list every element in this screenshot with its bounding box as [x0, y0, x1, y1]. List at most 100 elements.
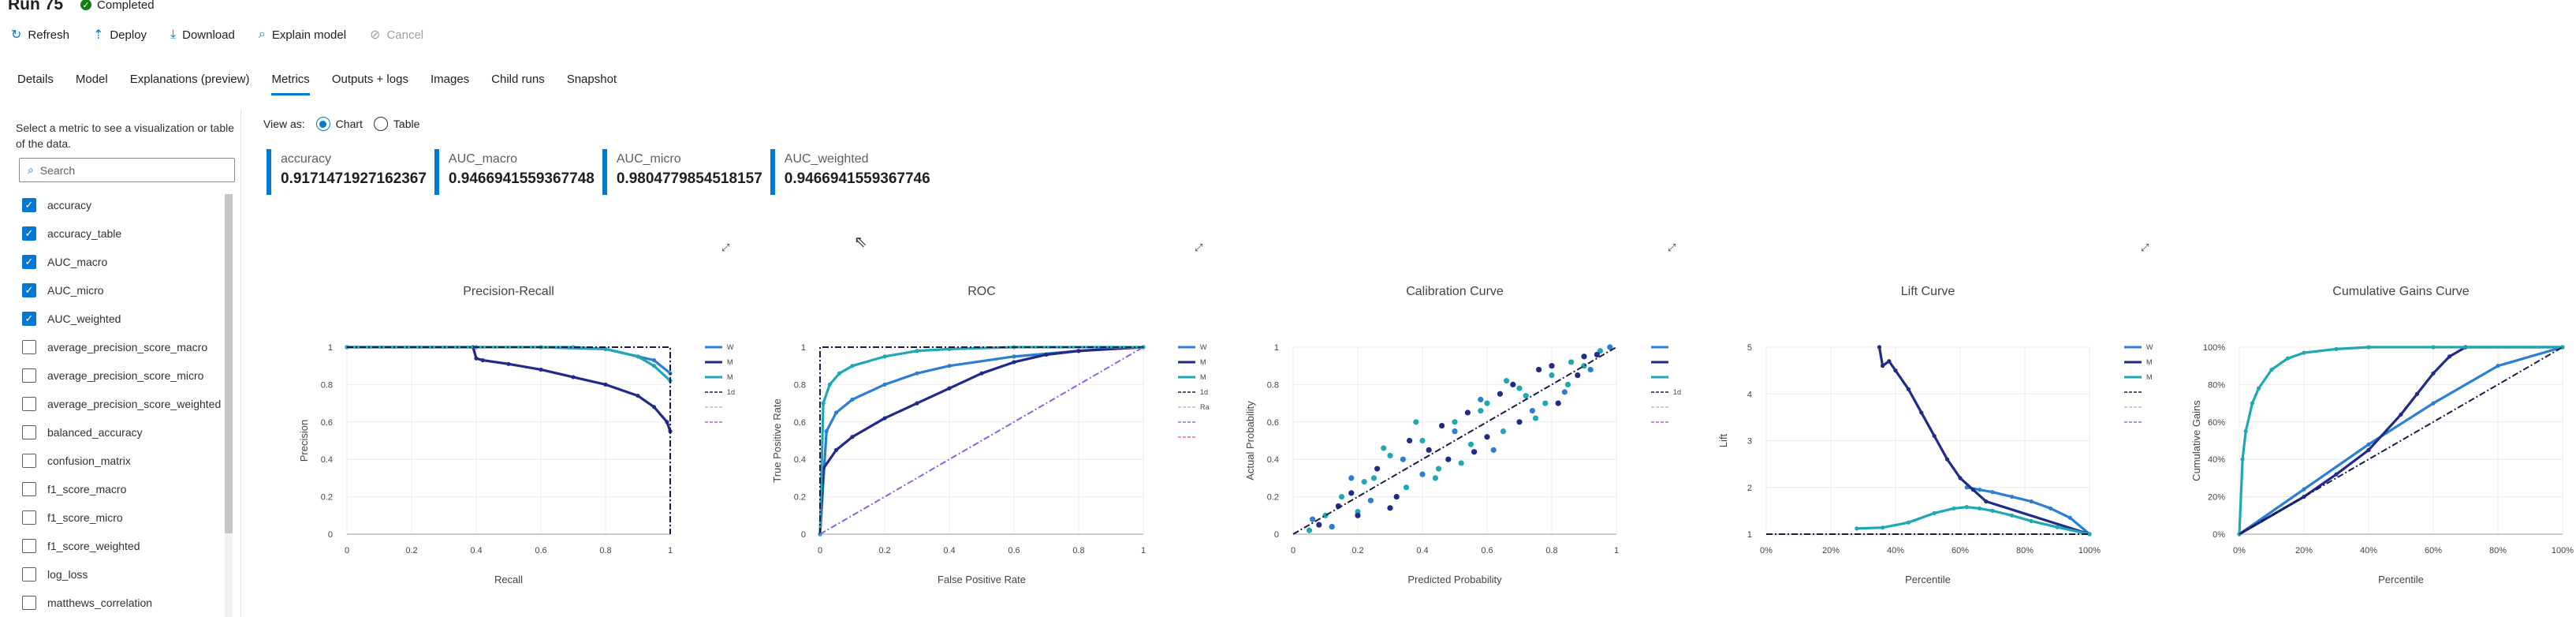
explain-model-button[interactable]: ⌕ Explain model — [259, 27, 346, 43]
data-point — [1549, 372, 1555, 379]
data-point — [1355, 512, 1361, 518]
series-marker — [651, 405, 657, 409]
metric-item[interactable]: balanced_accuracy — [22, 418, 226, 447]
series-marker — [651, 357, 657, 363]
checkbox-empty-icon[interactable] — [22, 425, 36, 439]
metric-item[interactable]: ✓ AUC_micro — [22, 276, 226, 305]
checkbox-checked-icon[interactable]: ✓ — [22, 198, 36, 212]
expand-icon[interactable]: ⤢ — [721, 241, 729, 253]
tab-outputs-logs[interactable]: Outputs + logs — [331, 73, 408, 86]
checkbox-empty-icon[interactable] — [22, 596, 36, 610]
series-marker — [2243, 429, 2248, 434]
metric-item[interactable]: ✓ accuracy — [22, 191, 226, 219]
checkbox-empty-icon[interactable] — [22, 397, 36, 411]
expand-icon[interactable]: ⤢ — [1668, 241, 1676, 253]
checkbox-checked-icon[interactable]: ✓ — [22, 255, 36, 269]
metric-item[interactable]: f1_score_micro — [22, 503, 226, 532]
y-tick-label: 0 — [1274, 530, 1279, 540]
checkbox-checked-icon[interactable]: ✓ — [22, 226, 36, 241]
scrollbar-thumb[interactable] — [225, 194, 233, 533]
download-button[interactable]: ⤓ Download — [170, 27, 235, 43]
series-marker — [2496, 364, 2500, 368]
x-tick-label: 100% — [2078, 546, 2101, 555]
metric-search-input[interactable]: ⌕ Search — [19, 158, 235, 182]
series-marker — [1964, 505, 1969, 510]
series-marker — [947, 364, 952, 368]
data-point — [1504, 378, 1510, 384]
checkbox-empty-icon[interactable] — [22, 539, 36, 553]
series-marker — [1893, 368, 1898, 373]
metric-label: AUC_macro — [47, 256, 108, 268]
tab-child-runs[interactable]: Child runs — [491, 73, 545, 86]
legend-label: M — [2146, 358, 2153, 366]
sidebar-scrollbar[interactable] — [225, 194, 233, 617]
metric-item[interactable]: average_precision_score_macro — [22, 333, 226, 361]
metric-item[interactable]: f1_score_weighted — [22, 532, 226, 560]
series-marker — [1932, 510, 1937, 515]
metric-item[interactable]: f1_score_macro — [22, 475, 226, 503]
x-tick-label: 60% — [2425, 546, 2442, 555]
y-tick-label: 0.6 — [321, 418, 333, 428]
series-line — [2238, 346, 2563, 535]
y-tick-label: 0.6 — [794, 418, 806, 428]
tab-explanations-preview[interactable]: Explanations (preview) — [129, 73, 250, 86]
metric-item[interactable]: ✓ AUC_macro — [22, 248, 226, 276]
y-tick-label: 60% — [2208, 418, 2225, 428]
card-value: 0.9171471927162367 — [281, 170, 427, 187]
run-header: Run 75 ✓ Completed — [8, 0, 155, 14]
checkbox-empty-icon[interactable] — [22, 567, 36, 581]
series-marker — [2366, 345, 2371, 350]
tab-model[interactable]: Model — [75, 73, 108, 86]
metric-label: AUC_micro — [47, 284, 104, 297]
view-chart-radio[interactable]: Chart — [315, 117, 363, 131]
metric-item[interactable]: ✓ AUC_weighted — [22, 305, 226, 333]
cancel-button[interactable]: ⊘ Cancel — [370, 27, 423, 43]
data-point — [1484, 434, 1490, 440]
series-marker — [2431, 345, 2436, 350]
y-tick-label: 0.8 — [321, 380, 333, 390]
refresh-button[interactable]: ↻ Refresh — [11, 27, 69, 43]
checkbox-checked-icon[interactable]: ✓ — [22, 283, 36, 297]
tab-metrics[interactable]: Metrics — [271, 68, 311, 95]
checkmark-icon: ✓ — [80, 0, 92, 10]
series-marker — [2414, 391, 2420, 396]
checkbox-empty-icon[interactable] — [22, 454, 36, 468]
checkbox-checked-icon[interactable]: ✓ — [22, 312, 36, 326]
metric-item[interactable]: confusion_matrix — [22, 447, 226, 475]
metric-item[interactable]: log_loss — [22, 560, 226, 589]
x-tick-label: 0.8 — [1072, 546, 1084, 555]
expand-icon[interactable]: ⤢ — [1195, 241, 1202, 253]
data-point — [1536, 366, 1542, 373]
metric-item[interactable]: average_precision_score_micro — [22, 361, 226, 390]
legend-label: 1d — [1673, 388, 1681, 396]
metric-item[interactable]: ✓ accuracy_table — [22, 219, 226, 248]
x-tick-label: 0.2 — [878, 546, 890, 555]
metric-label: confusion_matrix — [47, 454, 131, 467]
tab-details[interactable]: Details — [17, 73, 54, 86]
tab-images[interactable]: Images — [430, 73, 470, 86]
x-tick-label: 0 — [1291, 546, 1295, 555]
data-point — [1387, 505, 1393, 511]
series-marker — [1906, 387, 1911, 391]
expand-icon[interactable]: ⤢ — [2141, 241, 2149, 253]
series-marker — [2399, 412, 2403, 417]
checkbox-empty-icon[interactable] — [22, 482, 36, 496]
view-table-radio[interactable]: Table — [373, 117, 419, 131]
x-axis-label: False Positive Rate — [938, 574, 1026, 585]
legend-label: W — [2146, 343, 2153, 351]
series-marker — [2029, 518, 2034, 524]
metric-item[interactable]: average_precision_score_weighted — [22, 390, 226, 418]
tab-snapshot[interactable]: Snapshot — [566, 73, 617, 86]
legend-label: M — [2146, 373, 2153, 381]
deploy-button[interactable]: ⇡ Deploy — [93, 27, 147, 43]
series-line — [347, 346, 672, 375]
series-marker — [1881, 364, 1885, 368]
checkbox-empty-icon[interactable] — [22, 340, 36, 354]
checkbox-empty-icon[interactable] — [22, 368, 36, 383]
data-point — [1452, 419, 1458, 425]
series-marker — [1877, 345, 1882, 350]
metric-item[interactable]: matthews_correlation — [22, 589, 226, 617]
data-point — [1348, 475, 1355, 481]
checkbox-empty-icon[interactable] — [22, 510, 36, 525]
